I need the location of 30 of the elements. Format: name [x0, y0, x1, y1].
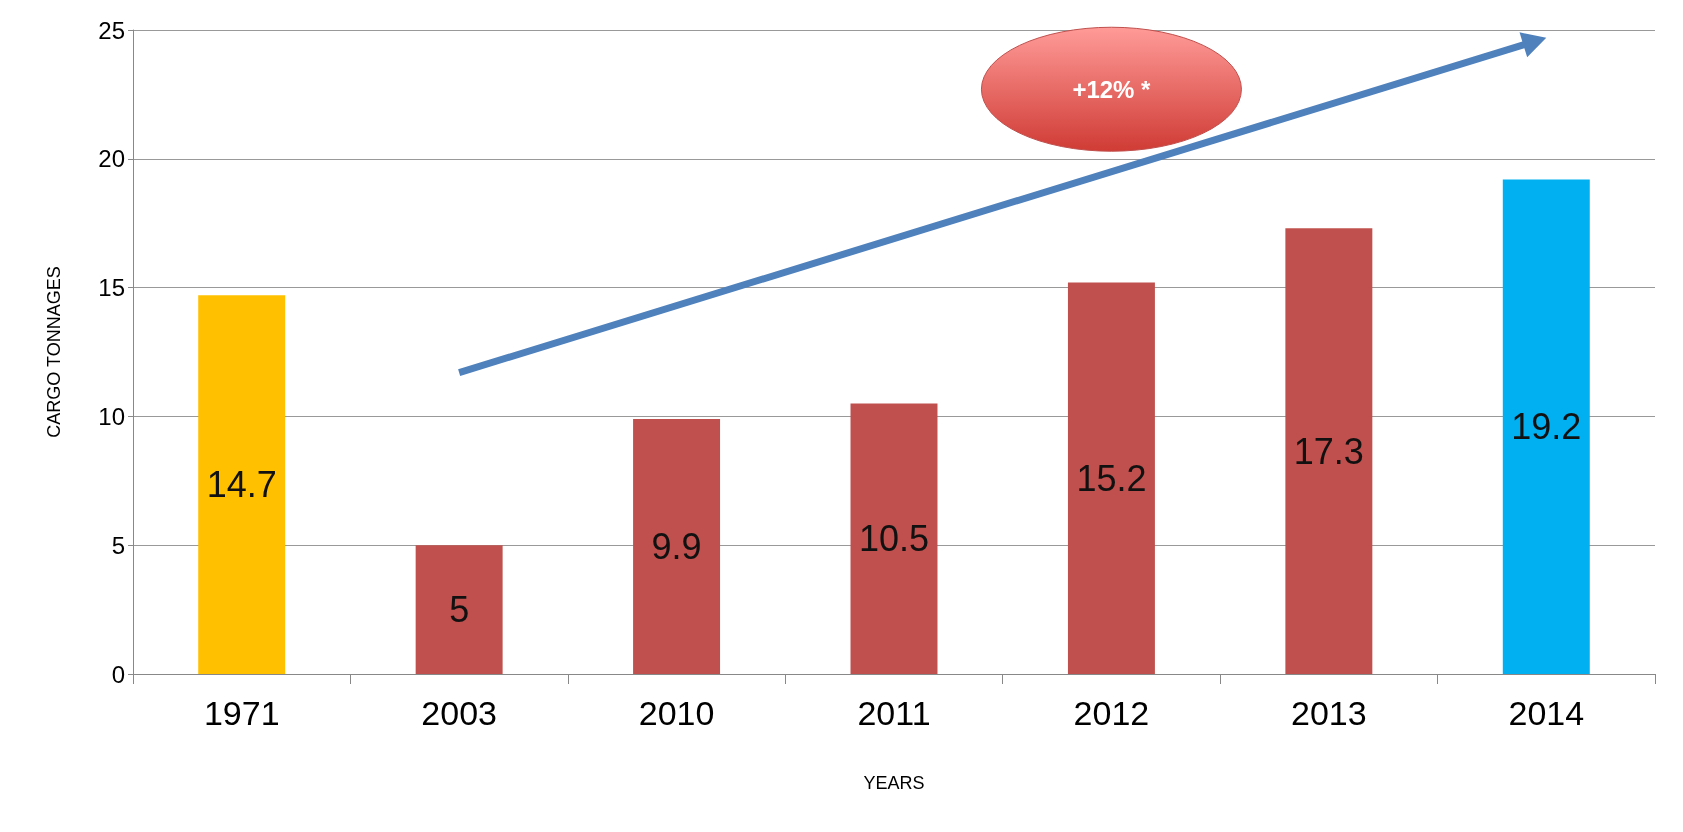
data-label: 9.9 [651, 525, 702, 567]
data-label: 10.5 [858, 518, 930, 560]
x-tick-label: 2013 [1291, 694, 1367, 732]
data-label: 15.2 [1076, 457, 1147, 499]
x-tick-label: 1971 [203, 694, 280, 732]
y-axis-title: CARGO TONNAGES [44, 266, 64, 438]
x-tick-label: 2003 [421, 694, 497, 732]
y-tick-label: 5 [111, 531, 125, 559]
bar [1502, 179, 1590, 674]
y-tick-label: 15 [98, 274, 125, 302]
y-tick-label: 10 [98, 402, 125, 430]
data-label: 17.3 [1293, 430, 1364, 472]
bar [633, 418, 721, 674]
data-label: 5 [449, 589, 470, 631]
x-tick-label: 2014 [1508, 694, 1585, 732]
x-tick-label: 2010 [638, 694, 715, 732]
data-label: 19.2 [1511, 406, 1582, 448]
bar [850, 403, 938, 674]
x-tick-label: 2011 [857, 694, 931, 732]
y-tick-label: 25 [98, 16, 125, 44]
y-tick-label: 0 [111, 660, 125, 688]
annotation: +12% * [1072, 75, 1152, 103]
data-label: 14.7 [206, 464, 277, 506]
bar [1067, 282, 1155, 674]
y-tick-label: 20 [98, 145, 125, 173]
x-tick-label: 2012 [1073, 694, 1150, 732]
bar [198, 295, 286, 674]
x-axis-title: YEARS [863, 773, 925, 793]
bar [1285, 228, 1373, 674]
bar [415, 545, 503, 674]
